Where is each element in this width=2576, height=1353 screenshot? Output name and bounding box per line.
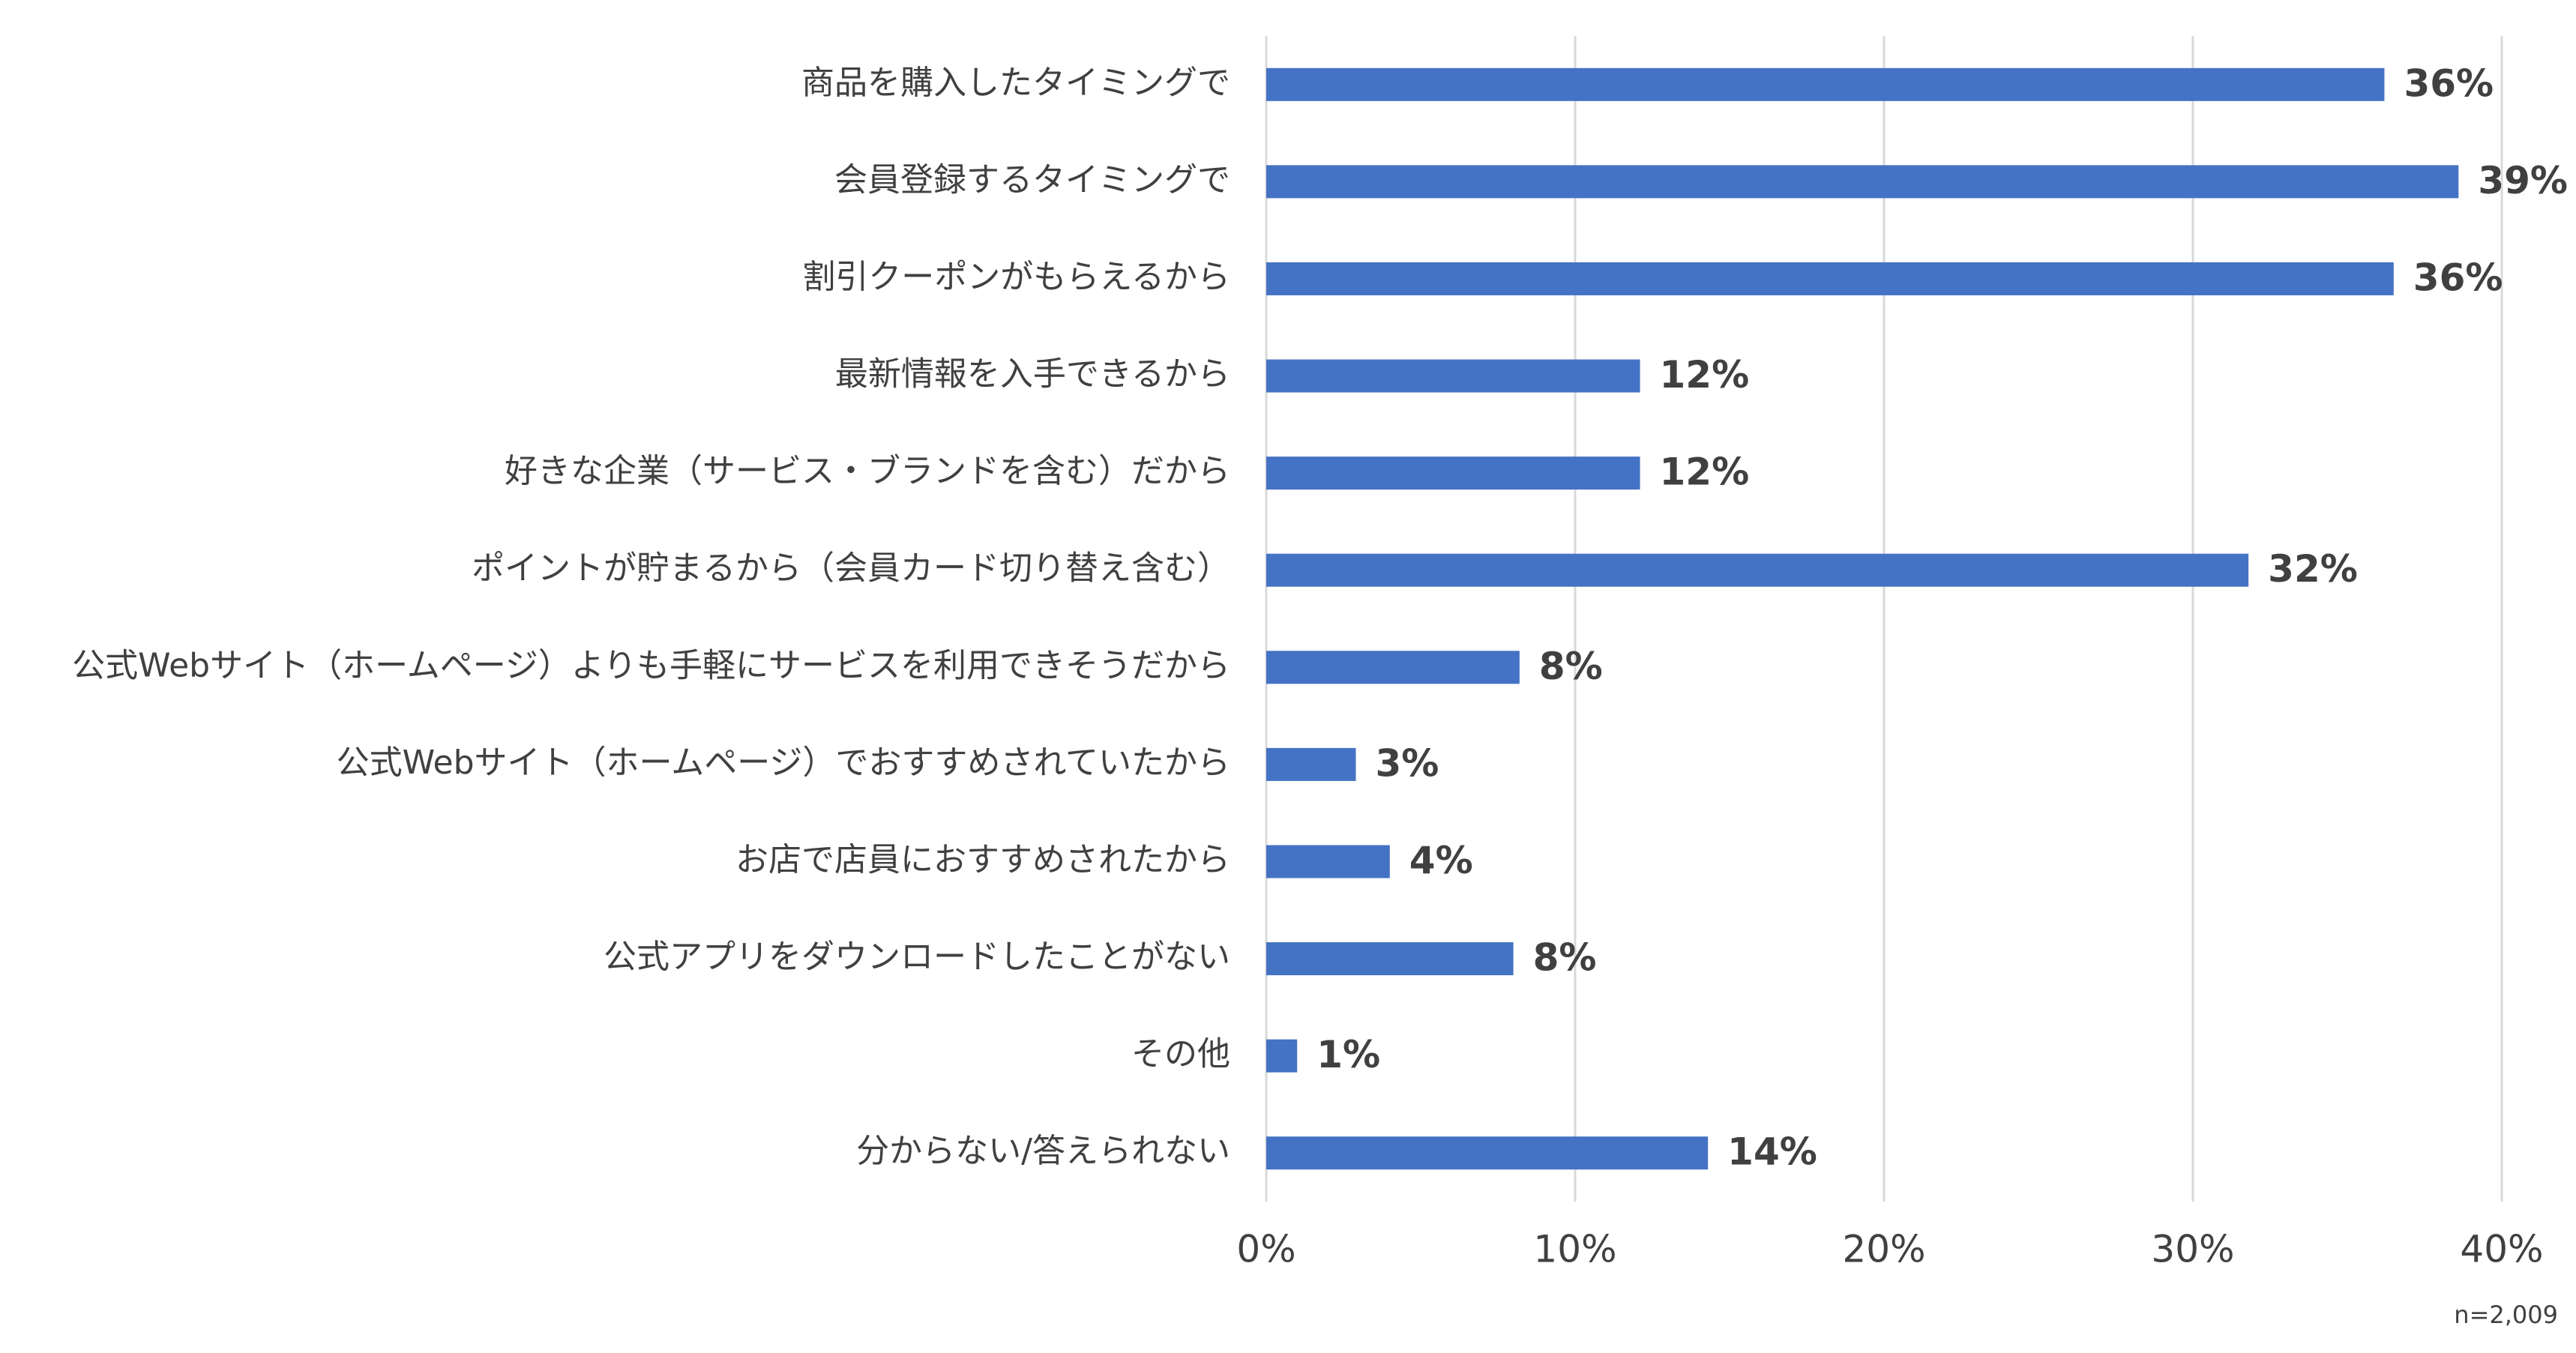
sample-size-note: n=2,009 xyxy=(2454,1301,2558,1329)
bar xyxy=(1266,262,2394,295)
y-tick-label: 公式Webサイト（ホームページ）よりも手軽にサービスを利用できそうだから xyxy=(72,646,1230,684)
x-tick-label: 40% xyxy=(2460,1228,2543,1271)
bar xyxy=(1266,845,1390,879)
bar xyxy=(1266,165,2459,199)
value-label: 12% xyxy=(1660,353,1750,397)
bar xyxy=(1266,747,1356,781)
bar xyxy=(1266,651,1520,684)
x-tick-label: 10% xyxy=(1533,1228,1616,1271)
bar xyxy=(1266,553,2249,587)
value-label: 36% xyxy=(2413,256,2503,299)
y-tick-label: 最新情報を入手できるから xyxy=(835,355,1230,394)
y-tick-label: 分からない/答えられない xyxy=(856,1132,1230,1170)
bar xyxy=(1266,67,2385,101)
y-tick-label: 商品を購入したタイミングで xyxy=(801,64,1230,102)
value-label: 8% xyxy=(1539,645,1603,688)
x-tick-label: 30% xyxy=(2151,1228,2234,1271)
y-tick-label: 公式アプリをダウンロードしたことがない xyxy=(604,938,1230,976)
value-label: 12% xyxy=(1660,451,1750,494)
x-tick-label: 0% xyxy=(1236,1228,1295,1271)
value-label: 1% xyxy=(1316,1033,1380,1076)
bar xyxy=(1266,942,1514,976)
y-tick-label: 公式Webサイト（ホームページ）でおすすめされていたから xyxy=(337,744,1230,782)
y-tick-label: 会員登録するタイミングで xyxy=(834,160,1230,199)
value-label: 14% xyxy=(1727,1130,1817,1174)
y-tick-label: お店で店員におすすめされたから xyxy=(735,840,1230,879)
value-label: 3% xyxy=(1375,741,1439,785)
y-tick-label: 好きな企業（サービス・ブランドを含む）だから xyxy=(505,452,1230,490)
value-label: 32% xyxy=(2268,547,2358,591)
bar xyxy=(1266,1039,1298,1073)
value-label: 39% xyxy=(2478,159,2568,202)
bar xyxy=(1266,456,1640,490)
x-tick-label: 20% xyxy=(1842,1228,1925,1271)
y-tick-label: ポイントが貯まるから（会員カード切り替え含む） xyxy=(472,549,1230,588)
bar xyxy=(1266,1136,1709,1170)
bar xyxy=(1266,359,1640,393)
y-tick-label: 割引クーポンがもらえるから xyxy=(802,258,1230,296)
value-label: 4% xyxy=(1409,839,1473,882)
value-label: 8% xyxy=(1533,936,1597,980)
value-label: 36% xyxy=(2404,61,2494,105)
y-tick-label: その他 xyxy=(1131,1035,1230,1073)
